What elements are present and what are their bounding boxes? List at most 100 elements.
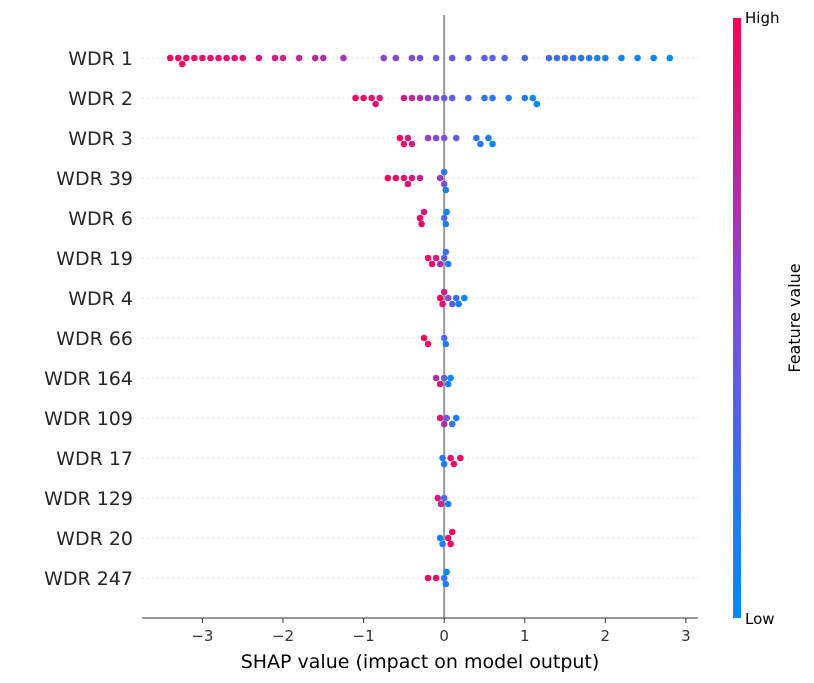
- shap-point: [416, 174, 424, 182]
- shap-point: [440, 334, 448, 342]
- shap-point: [448, 94, 456, 102]
- shap-point: [271, 54, 279, 62]
- shap-point: [424, 94, 432, 102]
- shap-point: [440, 574, 448, 582]
- shap-point: [440, 288, 448, 296]
- shap-point: [436, 534, 444, 542]
- shap-point: [432, 134, 440, 142]
- shap-point: [408, 140, 416, 148]
- colorbar: [733, 18, 741, 618]
- shap-point: [239, 54, 247, 62]
- shap-point: [360, 94, 367, 102]
- shap-point: [432, 54, 440, 62]
- shap-point: [440, 420, 448, 428]
- shap-point: [455, 300, 462, 308]
- shap-point: [501, 54, 508, 62]
- shap-point: [183, 54, 190, 62]
- shap-point: [424, 134, 432, 142]
- shap-point: [428, 260, 436, 268]
- shap-point: [439, 540, 446, 548]
- shap-point: [404, 180, 412, 188]
- shap-point: [450, 460, 458, 468]
- feature-label: WDR 39: [56, 168, 133, 190]
- shap-point: [436, 414, 444, 422]
- shap-point: [207, 54, 214, 62]
- x-tick-label: −3: [191, 627, 213, 645]
- shap-point: [191, 54, 198, 62]
- shap-point: [392, 54, 400, 62]
- x-axis-title: SHAP value (impact on model output): [241, 651, 600, 673]
- shap-point: [442, 580, 450, 588]
- shap-point: [215, 54, 222, 62]
- shap-point: [465, 54, 472, 62]
- feature-label: WDR 17: [56, 448, 133, 470]
- shap-point: [533, 100, 541, 108]
- shap-point: [444, 294, 452, 302]
- feature-label: WDR 129: [44, 488, 133, 510]
- shap-point: [452, 294, 460, 302]
- shap-point: [545, 54, 553, 62]
- shap-point: [437, 500, 445, 508]
- shap-point: [352, 94, 359, 102]
- shap-point: [408, 94, 416, 102]
- shap-point: [436, 294, 444, 302]
- shap-point: [420, 208, 428, 216]
- row-gridlines: [142, 57, 698, 579]
- shap-point: [434, 494, 442, 502]
- shap-point: [440, 460, 448, 468]
- shap-point: [448, 300, 456, 308]
- shap-point: [440, 180, 448, 188]
- shap-point: [448, 54, 456, 62]
- feature-label: WDR 164: [44, 368, 133, 390]
- shap-point: [442, 186, 450, 194]
- shap-point: [439, 454, 446, 462]
- shap-point: [424, 254, 432, 262]
- shap-point: [577, 54, 585, 62]
- x-ticks: −3 −2 −1 0 1 2 3: [191, 618, 691, 645]
- feature-label: WDR 66: [56, 328, 133, 350]
- shap-point: [650, 54, 657, 62]
- shap-point: [311, 54, 319, 62]
- shap-point: [416, 214, 424, 222]
- shap-point: [376, 94, 384, 102]
- feature-labels: WDR 1 WDR 2 WDR 3 WDR 39 WDR 6 WDR 19 WDR 4 WDR…: [44, 48, 133, 590]
- shap-point: [440, 168, 448, 176]
- scatter-points: [166, 54, 674, 588]
- shap-point: [456, 454, 464, 462]
- shap-point: [521, 94, 529, 102]
- shap-point: [443, 208, 450, 216]
- shap-point: [447, 454, 454, 462]
- shap-point: [400, 174, 408, 182]
- shap-point: [368, 94, 375, 102]
- shap-point: [618, 54, 625, 62]
- feature-label: WDR 6: [68, 208, 133, 230]
- shap-point: [231, 54, 238, 62]
- shap-point: [432, 374, 440, 382]
- shap-point: [634, 54, 641, 62]
- x-tick-label: 2: [601, 627, 611, 645]
- shap-point: [448, 528, 456, 536]
- shap-point: [404, 134, 412, 142]
- shap-point: [408, 54, 416, 62]
- shap-point: [593, 54, 601, 62]
- shap-point: [255, 54, 263, 62]
- shap-point: [416, 94, 424, 102]
- feature-label: WDR 247: [44, 568, 133, 590]
- x-tick-label: 0: [439, 627, 449, 645]
- shap-point: [400, 94, 408, 102]
- shap-point: [396, 134, 404, 142]
- shap-point: [432, 94, 440, 102]
- shap-point: [380, 54, 388, 62]
- shap-point: [279, 54, 287, 62]
- feature-label: WDR 19: [56, 248, 133, 270]
- feature-label: WDR 109: [44, 408, 133, 430]
- shap-point: [408, 174, 416, 182]
- shap-point: [432, 254, 440, 262]
- shap-point: [481, 54, 488, 62]
- shap-point: [448, 420, 456, 428]
- shap-point: [424, 574, 432, 582]
- shap-point: [432, 574, 440, 582]
- shap-point: [477, 140, 484, 148]
- shap-point: [384, 174, 392, 182]
